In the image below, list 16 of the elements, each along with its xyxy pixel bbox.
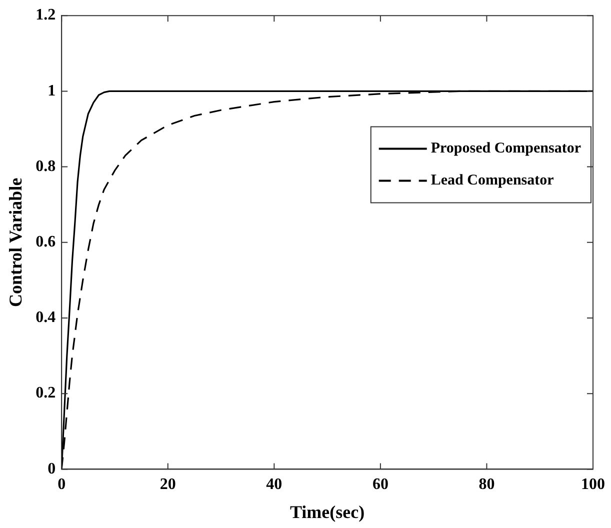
y-tick-label: 0.4 bbox=[36, 309, 56, 326]
legend-label: Proposed Compensator bbox=[430, 140, 582, 157]
x-tick-label: 40 bbox=[266, 476, 282, 493]
x-tick-label: 20 bbox=[160, 476, 176, 493]
x-axis-title: Time(sec) bbox=[290, 502, 365, 522]
y-tick-label: 1 bbox=[48, 82, 56, 100]
x-tick-label: 100 bbox=[581, 476, 605, 493]
x-tick-label: 60 bbox=[372, 476, 388, 493]
y-tick-label: 0.6 bbox=[36, 234, 56, 251]
y-tick-label: 1.2 bbox=[36, 6, 56, 24]
legend-label: Lead Compensator bbox=[430, 172, 554, 189]
x-tick-label: 80 bbox=[478, 476, 495, 493]
y-tick-label: 0 bbox=[48, 460, 56, 478]
y-tick-label: 0.8 bbox=[36, 158, 56, 175]
y-axis-title: Control Variable bbox=[5, 178, 26, 307]
y-tick-label: 0.2 bbox=[36, 384, 56, 402]
